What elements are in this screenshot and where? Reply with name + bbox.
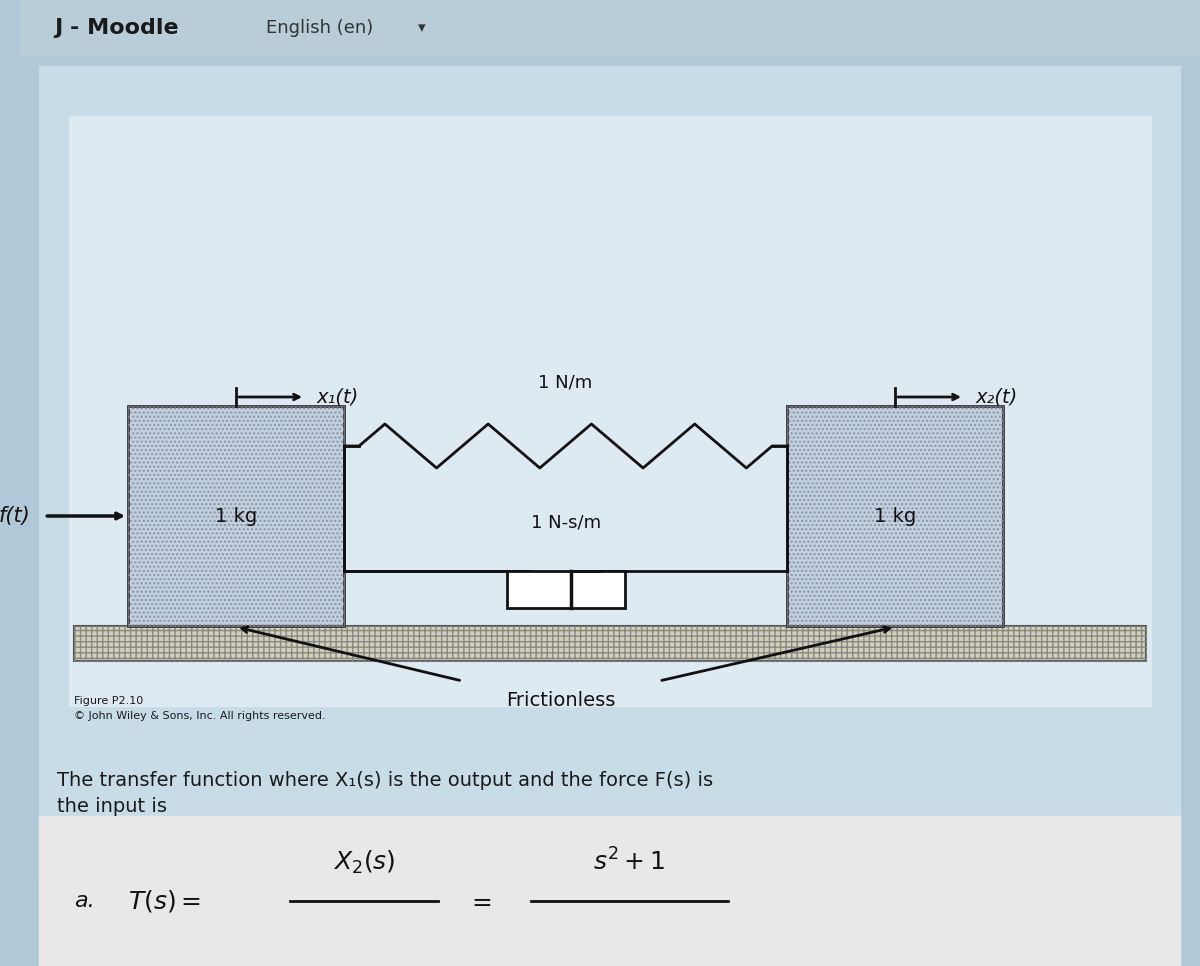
Text: J - Moodle: J - Moodle (54, 18, 179, 38)
Text: ▾: ▾ (418, 20, 426, 36)
Text: $s^2 +1$: $s^2 +1$ (593, 849, 666, 876)
Text: $X_2(s)$: $X_2(s)$ (332, 849, 395, 876)
Text: $=$: $=$ (467, 889, 492, 913)
Text: x₁(t): x₁(t) (317, 387, 359, 407)
Text: 1 N‑s/m: 1 N‑s/m (530, 513, 601, 531)
Bar (68, 116, 1151, 706)
Bar (40, 66, 1181, 881)
Bar (128, 406, 344, 626)
Text: f(t): f(t) (0, 506, 31, 526)
Bar (787, 406, 1003, 626)
Text: $T(s) =$: $T(s) =$ (128, 888, 200, 914)
Text: 1 N/m: 1 N/m (539, 373, 593, 391)
Text: Figure P2.10: Figure P2.10 (74, 696, 143, 706)
Bar (787, 406, 1003, 626)
Text: 1 kg: 1 kg (215, 506, 257, 526)
Bar (506, 571, 625, 608)
Text: x₂(t): x₂(t) (976, 387, 1018, 407)
Text: Frictionless: Frictionless (506, 691, 616, 710)
Bar (74, 626, 1146, 661)
Bar (128, 406, 344, 626)
Text: a.: a. (74, 891, 95, 911)
Text: English (en): English (en) (265, 19, 373, 37)
Bar (19, 0, 1200, 56)
Text: © John Wiley & Sons, Inc. All rights reserved.: © John Wiley & Sons, Inc. All rights res… (74, 711, 325, 721)
Text: The transfer function where X₁(s) is the output and the force F(s) is
the input : The transfer function where X₁(s) is the… (58, 771, 713, 816)
Bar (74, 626, 1146, 661)
Text: 1 kg: 1 kg (874, 506, 917, 526)
Bar (40, 816, 1181, 966)
